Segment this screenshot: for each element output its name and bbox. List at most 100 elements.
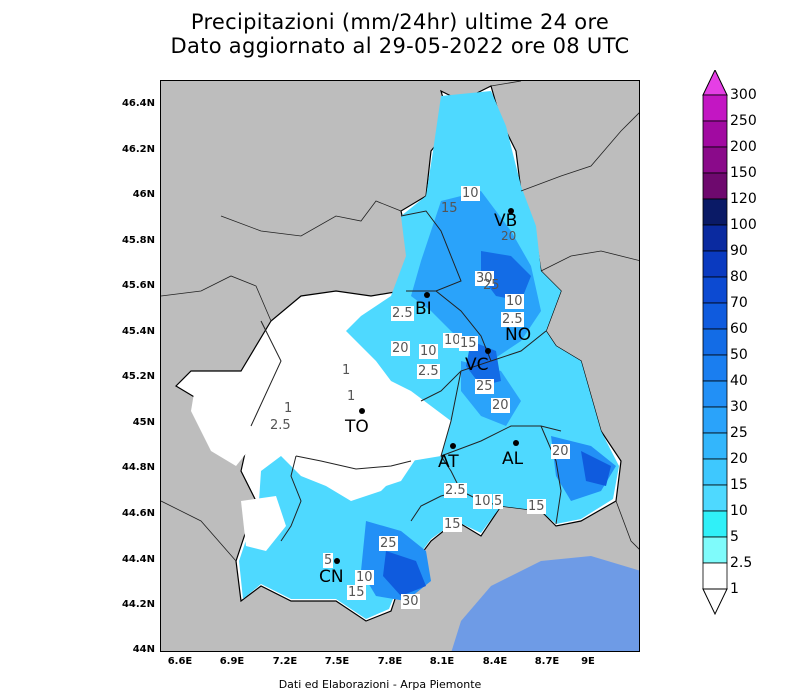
colorbar-level-label: 100 <box>730 217 757 233</box>
colorbar-level-label: 90 <box>730 243 748 259</box>
colorbar-level-label: 20 <box>730 451 748 467</box>
colorbar-segment <box>702 250 728 278</box>
lat-tick-label: 44.6N <box>121 508 155 519</box>
contour-label: 15 <box>527 499 546 514</box>
colorbar-level-label: 15 <box>730 477 748 493</box>
contour-label: 10 <box>505 294 524 309</box>
lon-tick-label: 8.1E <box>429 656 455 667</box>
city-label-bi: BI <box>415 299 432 319</box>
colorbar-segment <box>702 224 728 252</box>
colorbar-segment <box>702 302 728 330</box>
city-dot-at <box>450 443 456 449</box>
lon-tick-label: 8.7E <box>534 656 560 667</box>
city-dot-cn <box>334 558 340 564</box>
lon-tick-label: 9E <box>581 656 595 667</box>
colorbar-level-label: 50 <box>730 347 748 363</box>
contour-label: 20 <box>501 229 517 243</box>
precip-core <box>481 251 531 301</box>
lat-tick-label: 46N <box>132 189 155 200</box>
colorbar-level-label: 30 <box>730 399 748 415</box>
lat-tick-label: 45.4N <box>121 326 155 337</box>
contour-label: 15 <box>441 201 458 216</box>
lat-tick-label: 46.2N <box>121 144 155 155</box>
colorbar-segment <box>702 458 728 486</box>
colorbar-segment <box>702 432 728 460</box>
credit-text: Dati ed Elaborazioni - Arpa Piemonte <box>278 678 482 691</box>
lon-tick-label: 6.6E <box>167 656 193 667</box>
city-dot-bi <box>424 292 430 298</box>
colorbar-segment <box>702 510 728 538</box>
contour-label: 2.5 <box>417 364 440 379</box>
colorbar-level-label: 120 <box>730 191 757 207</box>
dry-area <box>191 381 266 466</box>
colorbar-level-label: 250 <box>730 113 757 129</box>
city-dot-vb <box>508 208 514 214</box>
contour-label: 1 <box>346 389 357 404</box>
contour-label: 10 <box>443 333 462 348</box>
contour-label: 25 <box>483 278 500 293</box>
lon-tick-label: 7.2E <box>272 656 298 667</box>
city-label-cn: CN <box>319 567 344 587</box>
map-canvas <box>161 81 639 651</box>
lon-tick-label: 8.4E <box>482 656 508 667</box>
colorbar-level-label: 200 <box>730 139 757 155</box>
contour-label: 2.5 <box>501 312 524 327</box>
lat-tick-label: 45.6N <box>121 280 155 291</box>
contour-label: 30 <box>401 594 420 609</box>
colorbar-segment <box>702 354 728 382</box>
lat-tick-label: 45N <box>132 417 155 428</box>
city-label-al: AL <box>502 449 524 469</box>
city-dot-al <box>513 440 519 446</box>
map-title-line-1: Precipitazioni (mm/24hr) ultime 24 ore <box>190 10 610 34</box>
colorbar-segment <box>702 536 728 564</box>
lat-tick-label: 46.4N <box>121 98 155 109</box>
contour-label: 15 <box>459 336 478 351</box>
contour-label: 25 <box>475 379 494 394</box>
contour-label: 5 <box>323 553 334 568</box>
contour-label: 15 <box>443 517 462 532</box>
dry-area <box>241 496 286 551</box>
colorbar-segment <box>702 562 728 590</box>
colorbar-level-label: 300 <box>730 87 757 103</box>
colorbar-level-label: 60 <box>730 321 748 337</box>
lat-tick-label: 44N <box>132 644 155 655</box>
contour-label: 10 <box>461 186 480 201</box>
sea-area <box>451 556 639 651</box>
city-label-vb: VB <box>494 211 518 231</box>
colorbar-segment <box>702 146 728 174</box>
colorbar-segment <box>702 406 728 434</box>
city-label-no: NO <box>505 325 532 345</box>
city-dot-to <box>359 408 365 414</box>
colorbar-level-label: 2.5 <box>730 555 753 571</box>
precip-core <box>383 551 426 596</box>
dry-area <box>311 396 421 491</box>
colorbar-segment <box>702 120 728 148</box>
contour-label: 10 <box>419 344 438 359</box>
lat-tick-label: 44.8N <box>121 462 155 473</box>
colorbar-segment <box>702 380 728 408</box>
contour-label: 25 <box>379 536 398 551</box>
colorbar-level-label: 150 <box>730 165 757 181</box>
city-label-to: TO <box>345 417 369 437</box>
map-title-line-2: Dato aggiornato al 29-05-2022 ore 08 UTC <box>170 34 630 58</box>
colorbar-segment <box>702 94 728 122</box>
contour-label: 5 <box>493 494 504 509</box>
lat-tick-label: 45.2N <box>121 371 155 382</box>
contour-label: 10 <box>355 570 374 585</box>
contour-label: 20 <box>391 341 410 356</box>
colorbar-segment <box>702 198 728 226</box>
contour-label: 15 <box>347 585 366 600</box>
city-dot-vc <box>485 348 491 354</box>
precip-core <box>581 451 611 486</box>
city-label-vc: VC <box>465 355 489 375</box>
lon-tick-label: 6.9E <box>219 656 245 667</box>
lat-tick-label: 45.8N <box>121 235 155 246</box>
lat-tick-label: 44.2N <box>121 599 155 610</box>
colorbar-top-arrow <box>702 70 728 96</box>
contour-label: 2.5 <box>391 306 414 321</box>
contour-label: 30 <box>475 271 494 286</box>
contour-label: 2.5 <box>269 418 292 433</box>
colorbar-level-label: 5 <box>730 529 739 545</box>
contour-label: 1 <box>341 363 352 378</box>
colorbar-segment <box>702 172 728 200</box>
